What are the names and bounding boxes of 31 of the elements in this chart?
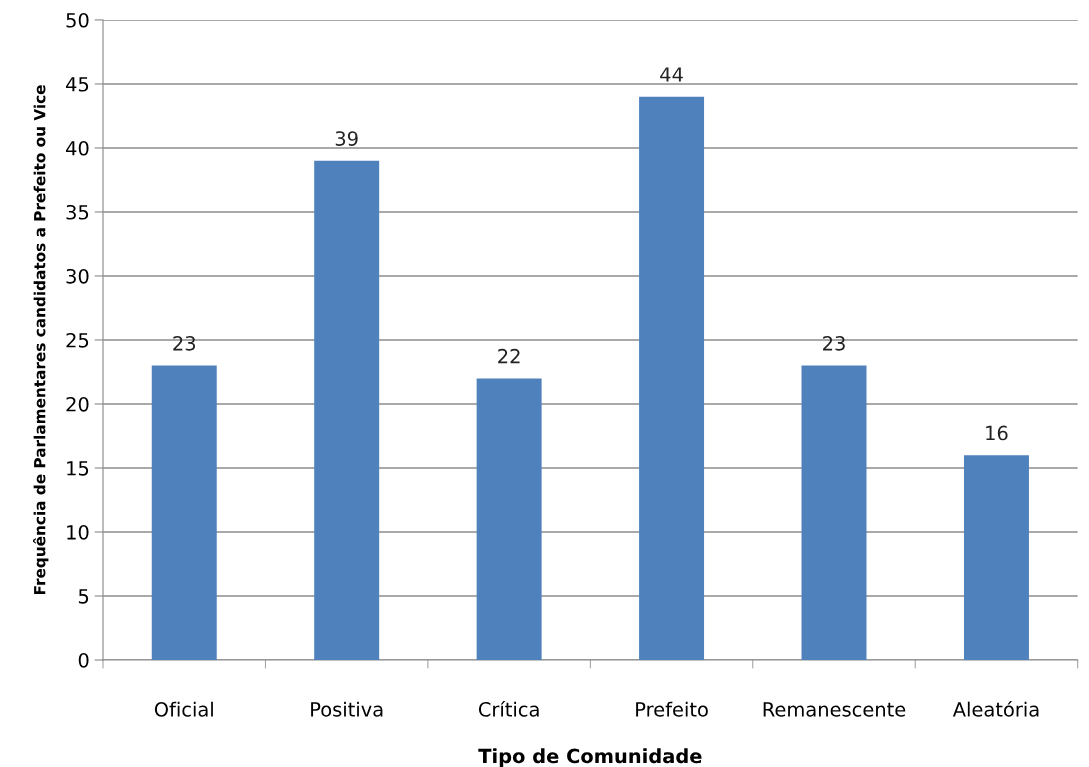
data-label: 16 <box>986 425 1008 441</box>
bar <box>476 378 542 660</box>
bar <box>963 455 1029 660</box>
y-tick-label: 20 <box>66 396 89 412</box>
y-tick-label: 30 <box>66 268 89 284</box>
y-tick-label: 25 <box>66 332 89 348</box>
data-label: 23 <box>823 335 845 351</box>
y-tick-label: 0 <box>78 652 89 668</box>
data-label: 44 <box>660 67 683 82</box>
bar <box>801 365 867 660</box>
x-tick-label: Oficial <box>154 701 213 717</box>
x-tick-label: Aleatória <box>952 700 1039 717</box>
data-label: 39 <box>335 131 358 146</box>
data-label: 22 <box>498 348 520 364</box>
y-axis-title: Frequência de Parlamentares candidatos a Prefeito ou Vice <box>33 85 49 595</box>
data-label: 23 <box>173 335 196 351</box>
y-tick-label: 45 <box>66 77 89 92</box>
x-tick-label: Remanescente <box>763 702 906 717</box>
y-tick-label: 5 <box>78 589 89 604</box>
y-tick-label: 50 <box>66 12 89 28</box>
bar <box>314 160 380 660</box>
y-tick-label: 35 <box>66 204 89 220</box>
x-tick-label: Prefeito <box>636 701 708 717</box>
x-tick-label: Crítica <box>478 700 539 717</box>
y-tick-label: 40 <box>66 140 89 156</box>
x-axis-title: Tipo de Comunidade <box>478 748 702 767</box>
x-tick-label: Positiva <box>311 701 383 717</box>
y-tick-label: 10 <box>67 524 89 540</box>
bar <box>151 365 217 660</box>
y-tick-label: 15 <box>67 461 89 476</box>
bar <box>639 96 705 660</box>
